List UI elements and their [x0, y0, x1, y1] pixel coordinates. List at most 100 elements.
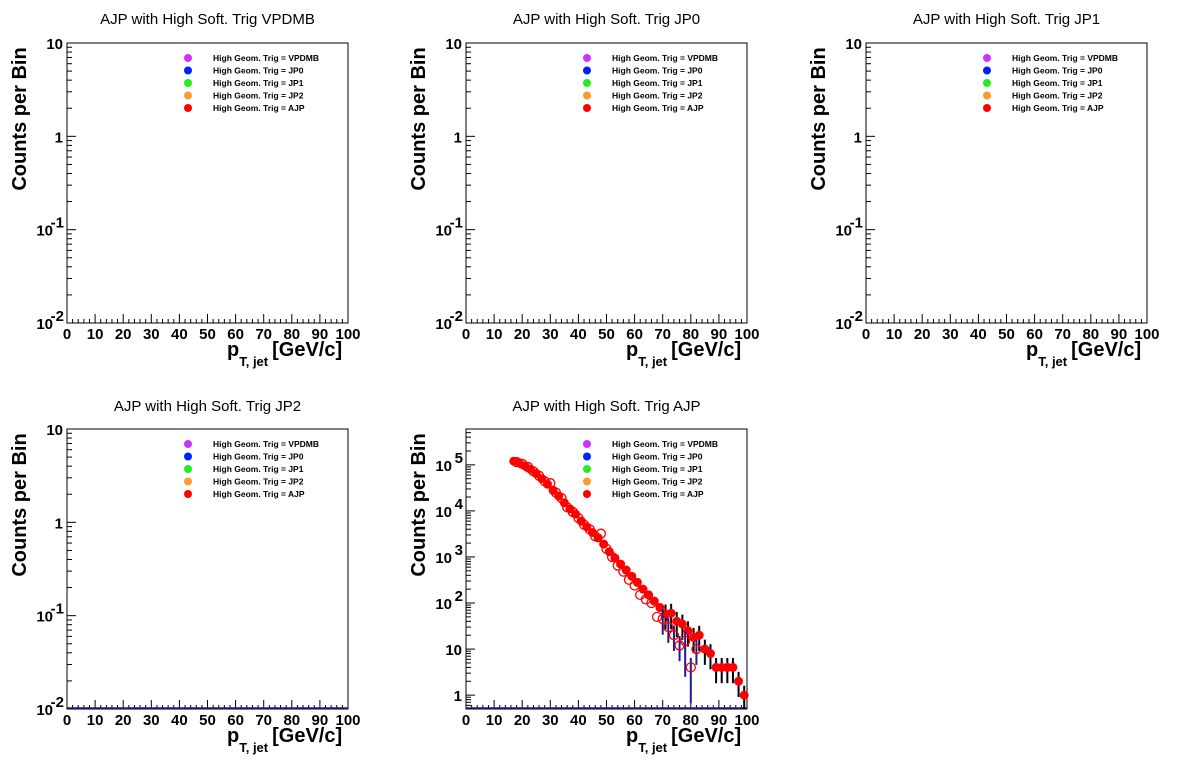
- legend-marker: [184, 66, 192, 75]
- legend-marker: [184, 104, 192, 112]
- chart-panel: AJP with High Soft. Trig VPDMB 0 10 20 30 40 5…: [9, 11, 361, 369]
- x-tick-label: 60: [227, 712, 244, 729]
- legend-marker: [583, 452, 591, 461]
- x-tick-label: 100: [335, 326, 360, 343]
- legend-marker: [184, 440, 192, 448]
- x-tick-label: 40: [171, 326, 188, 343]
- x-tick-label: 0: [63, 712, 71, 729]
- x-tick-label: 50: [598, 326, 615, 343]
- legend-label: High Geom. Trig = VPDMB: [1012, 53, 1118, 63]
- x-tick-label: 20: [914, 326, 931, 343]
- x-tick-label: 90: [312, 712, 329, 729]
- x-tick-label: 80: [283, 712, 300, 729]
- x-tick-label: 100: [734, 712, 759, 729]
- legend-marker: [583, 91, 591, 100]
- y-tick-label: 10 2: [435, 588, 463, 613]
- legend-entry: High Geom. Trig = JP0: [583, 66, 703, 76]
- y-tick-base: 10: [435, 504, 452, 521]
- y-tick-base: 10: [36, 223, 53, 240]
- x-tick-label: 100: [734, 326, 759, 343]
- legend-label: High Geom. Trig = JP0: [1012, 66, 1103, 76]
- legend-label: High Geom. Trig = JP2: [1012, 91, 1103, 101]
- x-tick-label: 0: [462, 326, 470, 343]
- legend-label: High Geom. Trig = VPDMB: [213, 439, 319, 449]
- plot-frame: [66, 428, 349, 710]
- legend-label: High Geom. Trig = JP2: [612, 91, 703, 101]
- data-point-open: [533, 470, 545, 481]
- legend-marker: [583, 66, 591, 75]
- x-tick-label: 90: [312, 326, 329, 343]
- chart-title: AJP with High Soft. Trig AJP: [512, 398, 700, 415]
- y-tick-exponent: -1: [51, 601, 64, 618]
- legend-entry: High Geom. Trig = JP0: [983, 66, 1103, 76]
- legend-marker: [184, 477, 192, 486]
- legend-entry: High Geom. Trig = AJP: [184, 489, 305, 499]
- x-tick-label: 100: [335, 712, 360, 729]
- y-tick-label: 10: [445, 642, 462, 659]
- x-tick-label: 100: [1134, 326, 1159, 343]
- chart-title: AJP with High Soft. Trig JP1: [913, 11, 1100, 28]
- data-point-open: [663, 621, 674, 633]
- data-point-open: [601, 543, 612, 554]
- y-tick-label: 10 4: [435, 496, 463, 521]
- y-tick-base: 10: [435, 316, 452, 333]
- legend-label: High Geom. Trig = VPDMB: [213, 53, 319, 63]
- legend-entry: High Geom. Trig = AJP: [184, 103, 305, 113]
- x-tick-label: 80: [283, 326, 300, 343]
- legend-entry: High Geom. Trig = VPDMB: [583, 439, 718, 449]
- y-tick-base: 1: [454, 688, 462, 705]
- data-point-open: [511, 456, 522, 468]
- x-tick-label: 50: [199, 326, 216, 343]
- data-point-open: [646, 597, 657, 609]
- legend-marker: [583, 104, 591, 112]
- chart-panel: AJP with High Soft. Trig JP2 0 10 20 30 40 50 6…: [9, 398, 361, 755]
- legend-marker: [184, 452, 192, 461]
- legend-label: High Geom. Trig = JP1: [612, 78, 703, 88]
- y-tick-label: 10-2: [835, 308, 863, 333]
- data-point-open: [680, 635, 691, 647]
- y-tick-label: 10: [46, 422, 63, 439]
- x-tick-label: 10: [486, 712, 503, 729]
- legend-entry: High Geom. Trig = AJP: [583, 489, 704, 499]
- plot-frame: [465, 42, 748, 324]
- y-tick-label: 10 3: [435, 542, 463, 567]
- legend-entry: High Geom. Trig = JP1: [184, 78, 304, 88]
- legend-entry: High Geom. Trig = JP1: [583, 78, 703, 88]
- data-point-open: [567, 506, 578, 518]
- x-axis-label: pT, jet[GeV/c]: [227, 339, 342, 369]
- plot-frame: [465, 428, 748, 710]
- y-tick-exponent: 2: [455, 588, 463, 605]
- x-tick-label: 10: [87, 326, 104, 343]
- y-tick-base: 10: [46, 36, 63, 53]
- x-tick-label: 60: [626, 712, 643, 729]
- data-point-open: [590, 531, 601, 542]
- legend-label: High Geom. Trig = JP1: [612, 464, 703, 474]
- legend-label: High Geom. Trig = AJP: [213, 489, 305, 499]
- data-point-open: [668, 630, 680, 641]
- y-tick-exponent: -2: [850, 308, 863, 325]
- legend-marker: [983, 66, 991, 75]
- y-tick-exponent: -2: [51, 694, 64, 711]
- y-tick-exponent: -1: [850, 215, 863, 232]
- chart-title: AJP with High Soft. Trig VPDMB: [100, 11, 315, 28]
- legend-marker: [583, 54, 591, 62]
- data-point-open: [595, 528, 607, 539]
- legend-entry: High Geom. Trig = AJP: [583, 103, 704, 113]
- x-axis-label: pT, jet[GeV/c]: [1026, 339, 1141, 369]
- legend-label: High Geom. Trig = AJP: [612, 103, 704, 113]
- legend-entry: High Geom. Trig = JP0: [184, 452, 304, 462]
- x-tick-label: 20: [514, 326, 531, 343]
- legend-label: High Geom. Trig = AJP: [213, 103, 305, 113]
- y-tick-exponent: 5: [455, 450, 463, 467]
- legend-entry: High Geom. Trig = JP2: [583, 91, 703, 101]
- x-tick-label: 20: [514, 712, 531, 729]
- y-tick-exponent: 3: [455, 542, 463, 559]
- y-tick-base: 1: [55, 515, 63, 532]
- data-point-open: [584, 524, 595, 535]
- y-tick-label: 1: [55, 129, 63, 146]
- data-point-open: [539, 476, 550, 487]
- legend-label: High Geom. Trig = JP0: [213, 452, 304, 462]
- legend-label: High Geom. Trig = AJP: [612, 489, 704, 499]
- data-point-open: [550, 487, 562, 498]
- x-tick-label: 60: [227, 326, 244, 343]
